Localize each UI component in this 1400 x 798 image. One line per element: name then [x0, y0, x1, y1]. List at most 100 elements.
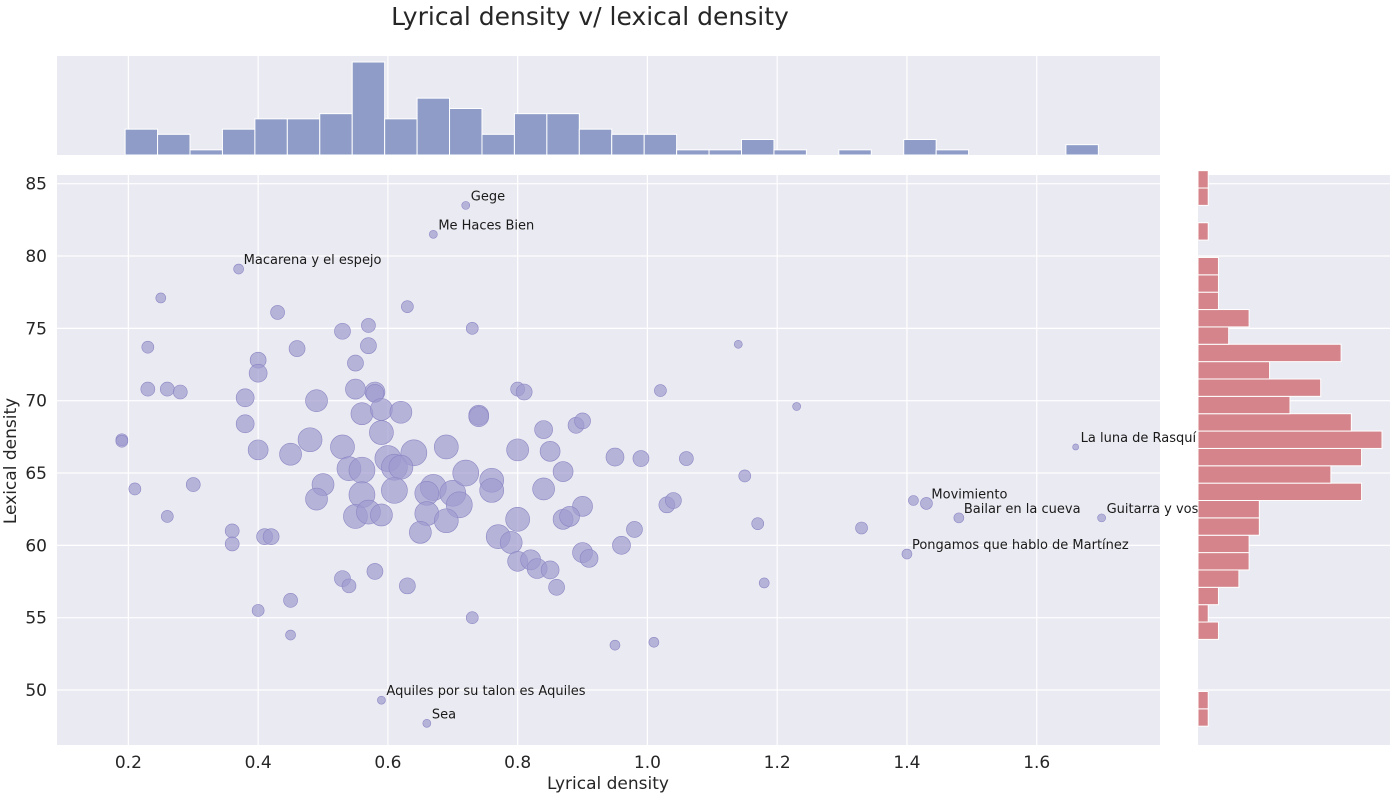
top-hist-bar	[416, 97, 451, 156]
x-tick-label: 0.2	[115, 753, 142, 773]
right-hist-bar	[1197, 291, 1219, 311]
scatter-point	[370, 503, 393, 527]
scatter-point	[409, 521, 432, 544]
x-tick-label: 1.6	[1023, 753, 1050, 773]
scatter-point	[548, 579, 565, 596]
scatter-point	[283, 593, 298, 608]
scatter-point	[381, 477, 408, 504]
scatter-point	[341, 578, 357, 594]
top-hist-bar	[319, 113, 353, 156]
scatter-point	[534, 420, 553, 439]
scatter-point	[401, 300, 414, 313]
top-hist-bar	[935, 149, 970, 156]
scatter-point	[733, 339, 743, 349]
top-hist-bar	[546, 113, 580, 156]
scatter-point	[665, 492, 682, 509]
right-hist-bar	[1197, 274, 1219, 293]
point-annotation: La luna de Rasquí	[1081, 431, 1197, 446]
top-hist-bar	[838, 149, 872, 156]
x-tick-label: 0.4	[245, 753, 272, 773]
top-hist-bar	[449, 108, 483, 156]
scatter-point	[233, 263, 244, 275]
scatter-point	[334, 322, 351, 340]
scatter-point	[552, 461, 574, 482]
right-hist-bar	[1197, 170, 1209, 189]
scatter-point	[479, 478, 505, 503]
scatter-point	[224, 523, 240, 539]
y-tick-label: 60	[25, 536, 47, 556]
y-tick-label: 70	[25, 392, 47, 412]
scatter-point	[422, 718, 432, 728]
top-hist-bar	[643, 133, 678, 156]
point-annotation: Sea	[432, 707, 456, 722]
scatter-point	[360, 337, 377, 355]
x-tick-label: 1.0	[634, 753, 661, 773]
right-hist-bar	[1197, 378, 1322, 397]
top-hist-bar	[481, 133, 515, 156]
top-hist-bar	[221, 128, 256, 156]
top-hist-bar	[773, 149, 807, 156]
scatter-point	[738, 469, 752, 483]
scatter-point	[330, 434, 355, 460]
scatter-point	[366, 563, 384, 580]
top-hist-bar	[741, 139, 775, 156]
scatter-point	[161, 510, 174, 523]
scatter-point	[370, 398, 393, 421]
point-annotation: Macarena y el espejo	[244, 253, 382, 268]
x-tick-label: 1.4	[893, 753, 920, 773]
scatter-point	[855, 521, 868, 535]
scatter-point	[141, 340, 155, 354]
top-hist-bar	[611, 133, 645, 156]
point-annotation: Aquiles por su talon es Aquiles	[386, 684, 585, 699]
scatter-point	[288, 340, 306, 357]
scatter-point	[505, 507, 530, 532]
top-hist-bar	[513, 113, 548, 156]
x-axis-label: Lyrical density	[547, 774, 669, 794]
scatter-point	[465, 322, 479, 335]
right-hist-bar	[1197, 413, 1352, 432]
right-hist-bar	[1197, 256, 1219, 276]
right-hist-bar	[1197, 569, 1240, 588]
right-hist-bar	[1197, 309, 1250, 328]
right-hist-bar	[1197, 690, 1209, 710]
scatter-point	[539, 441, 561, 462]
right-hist-bar	[1197, 343, 1342, 363]
scatter-point	[626, 521, 643, 538]
scatter-point	[235, 414, 255, 434]
scatter-point	[654, 384, 667, 397]
top-hist-bar	[254, 118, 288, 156]
top-hist-bar	[578, 128, 613, 156]
right-hist-bar	[1197, 430, 1383, 449]
point-annotation: Guitarra y vos	[1107, 502, 1199, 517]
right-hist-bar	[1197, 482, 1363, 502]
right-hist-bar	[1197, 586, 1219, 606]
scatter-point	[433, 508, 459, 534]
top-hist-bar	[676, 149, 710, 156]
y-axis-label: Lexical density	[1, 398, 21, 524]
scatter-point	[369, 420, 394, 445]
scatter-point	[532, 477, 555, 501]
scatter-point	[609, 639, 621, 651]
scatter-point	[305, 389, 328, 412]
scatter-point	[758, 577, 770, 589]
scatter-point	[953, 512, 965, 524]
scatter-point	[433, 434, 459, 460]
top-hist-bar	[708, 149, 743, 156]
scatter-point	[172, 384, 188, 400]
scatter-point	[251, 604, 265, 617]
top-histogram-panel	[57, 56, 1160, 156]
scatter-point	[648, 636, 660, 648]
scatter-point	[908, 495, 919, 506]
y-tick-label: 75	[25, 319, 47, 339]
y-tick-label: 55	[25, 609, 47, 629]
point-annotation: Pongamos que hablo de Martínez	[912, 538, 1129, 553]
right-hist-bar	[1197, 222, 1209, 241]
right-hist-bar	[1197, 465, 1332, 484]
scatter-point	[297, 427, 323, 453]
top-hist-bar	[351, 61, 386, 156]
scatter-point	[506, 438, 529, 462]
scatter-point	[305, 487, 328, 511]
scatter-point	[465, 611, 479, 624]
y-tick-label: 65	[25, 464, 47, 484]
